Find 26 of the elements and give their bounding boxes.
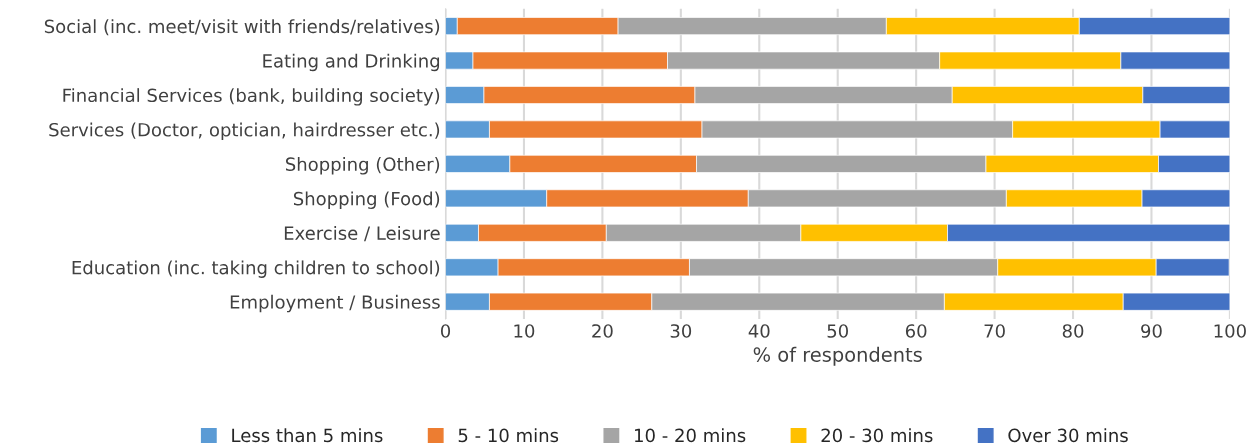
legend-label: Over 30 mins [1008,428,1128,443]
y-tick-label: Exercise / Leisure [284,225,440,242]
y-tick-label: Education (inc. taking children to school) [72,260,440,278]
legend-label: 10 - 20 mins [635,428,746,443]
x-axis-title: % of respondents [753,346,922,366]
x-tick-label: 80 [1062,324,1084,338]
x-tick-label: 100 [1214,324,1246,338]
y-tick-label: Employment / Business [230,294,440,313]
legend-label: Less than 5 mins [232,428,383,443]
legend-label: 5 - 10 mins [458,428,559,443]
y-tick-label: Financial Services (bank, building society) [63,88,440,106]
y-tick-label: Social (inc. meet/visit with friends/relatives) [44,19,440,36]
y-tick-label: Services (Doctor, optician, hairdresser etc.) [49,122,440,141]
y-tick-label: Eating and Drinking [263,53,440,72]
x-tick-label: 30 [670,324,692,338]
x-tick-label: 20 [592,324,613,338]
x-tick-label: 90 [1141,324,1162,338]
x-tick-label: 0 [440,324,451,338]
x-tick-label: 10 [514,324,535,338]
x-tick-label: 70 [984,324,1005,338]
x-tick-label: 50 [827,324,848,338]
y-tick-label: Shopping (Food) [293,191,440,209]
x-tick-label: 60 [905,324,927,338]
legend-label: 20 - 30 mins [821,428,933,443]
x-tick-label: 40 [748,324,770,338]
y-tick-label: Shopping (Other) [285,157,440,175]
